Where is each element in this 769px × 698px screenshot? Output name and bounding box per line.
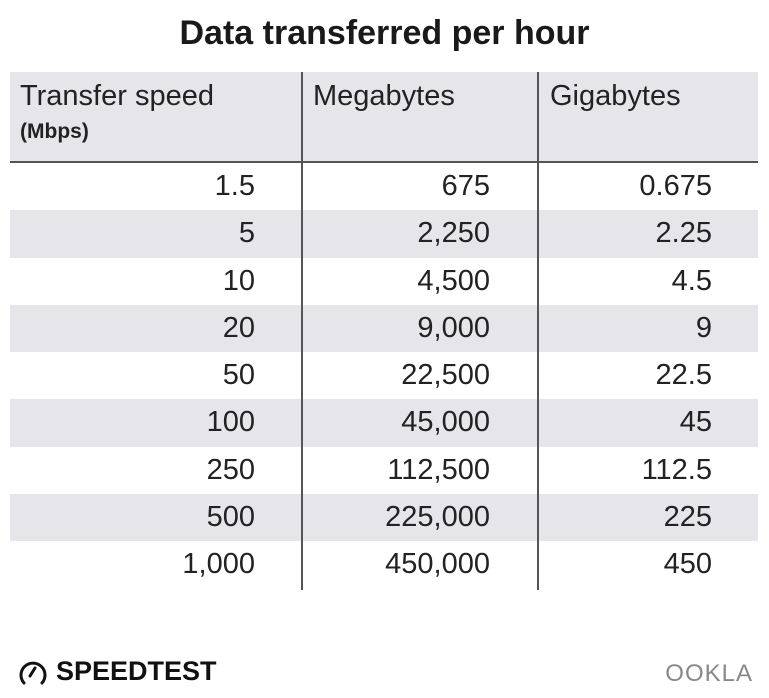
gigabytes-cell: 4.5 xyxy=(671,264,712,297)
gigabytes-cell: 22.5 xyxy=(655,359,712,392)
table-row: 10 4,500 4.5 xyxy=(10,258,758,305)
table-row: 1,000 450,000 450 xyxy=(10,541,758,588)
speed-cell: 10 xyxy=(222,264,255,297)
gigabytes-cell: 2.25 xyxy=(655,217,712,250)
header-megabytes: Megabytes xyxy=(313,80,455,112)
megabytes-cell: 45,000 xyxy=(401,406,490,439)
megabytes-cell: 675 xyxy=(441,170,490,202)
speedtest-logo: SPEEDTEST xyxy=(18,656,217,687)
speed-cell: 1.5 xyxy=(214,170,255,202)
megabytes-cell: 2,250 xyxy=(417,217,490,250)
table-row: 20 9,000 9 xyxy=(10,304,758,353)
megabytes-cell: 4,500 xyxy=(417,264,490,297)
megabytes-cell: 112,500 xyxy=(387,453,490,486)
data-table: Transfer speed (Mbps) Megabytes Gigabyte… xyxy=(10,72,758,589)
megabytes-cell: 225,000 xyxy=(385,501,490,534)
speed-cell: 50 xyxy=(222,359,255,392)
table-row: 250 112,500 112.5 xyxy=(10,447,758,494)
speed-cell: 500 xyxy=(206,501,255,534)
speedtest-wordmark: SPEEDTEST xyxy=(56,656,217,686)
speed-cell: 1,000 xyxy=(182,548,255,581)
gigabytes-cell: 45 xyxy=(679,406,712,439)
gigabytes-cell: 225 xyxy=(663,501,712,534)
speed-cell: 20 xyxy=(222,311,255,344)
ookla-logo: OOKLA xyxy=(665,660,753,687)
speed-cell: 250 xyxy=(206,453,255,486)
table-header: Transfer speed (Mbps) Megabytes Gigabyte… xyxy=(10,72,758,163)
chart-title: Data transferred per hour xyxy=(179,14,590,52)
speedometer-icon xyxy=(19,661,47,684)
gigabytes-cell: 450 xyxy=(663,548,712,581)
gigabytes-cell: 9 xyxy=(695,311,712,344)
speed-cell: 5 xyxy=(238,217,255,250)
megabytes-cell: 9,000 xyxy=(417,311,490,344)
gigabytes-cell: 0.675 xyxy=(639,170,712,202)
header-units: (Mbps) xyxy=(20,120,89,143)
header-gigabytes: Gigabytes xyxy=(550,80,681,112)
table-row: 1.5 675 0.675 xyxy=(10,163,758,210)
table-row: 500 225,000 225 xyxy=(10,494,758,542)
table-row: 100 45,000 45 xyxy=(10,399,758,447)
table-row: 50 22,500 22.5 xyxy=(10,352,758,399)
table-row: 5 2,250 2.25 xyxy=(10,210,758,258)
gigabytes-cell: 112.5 xyxy=(641,453,712,486)
header-transfer-speed: Transfer speed xyxy=(20,80,214,112)
megabytes-cell: 22,500 xyxy=(401,359,490,392)
column-divider xyxy=(537,72,539,590)
megabytes-cell: 450,000 xyxy=(385,548,490,581)
column-divider xyxy=(301,72,303,590)
speed-cell: 100 xyxy=(206,406,255,439)
